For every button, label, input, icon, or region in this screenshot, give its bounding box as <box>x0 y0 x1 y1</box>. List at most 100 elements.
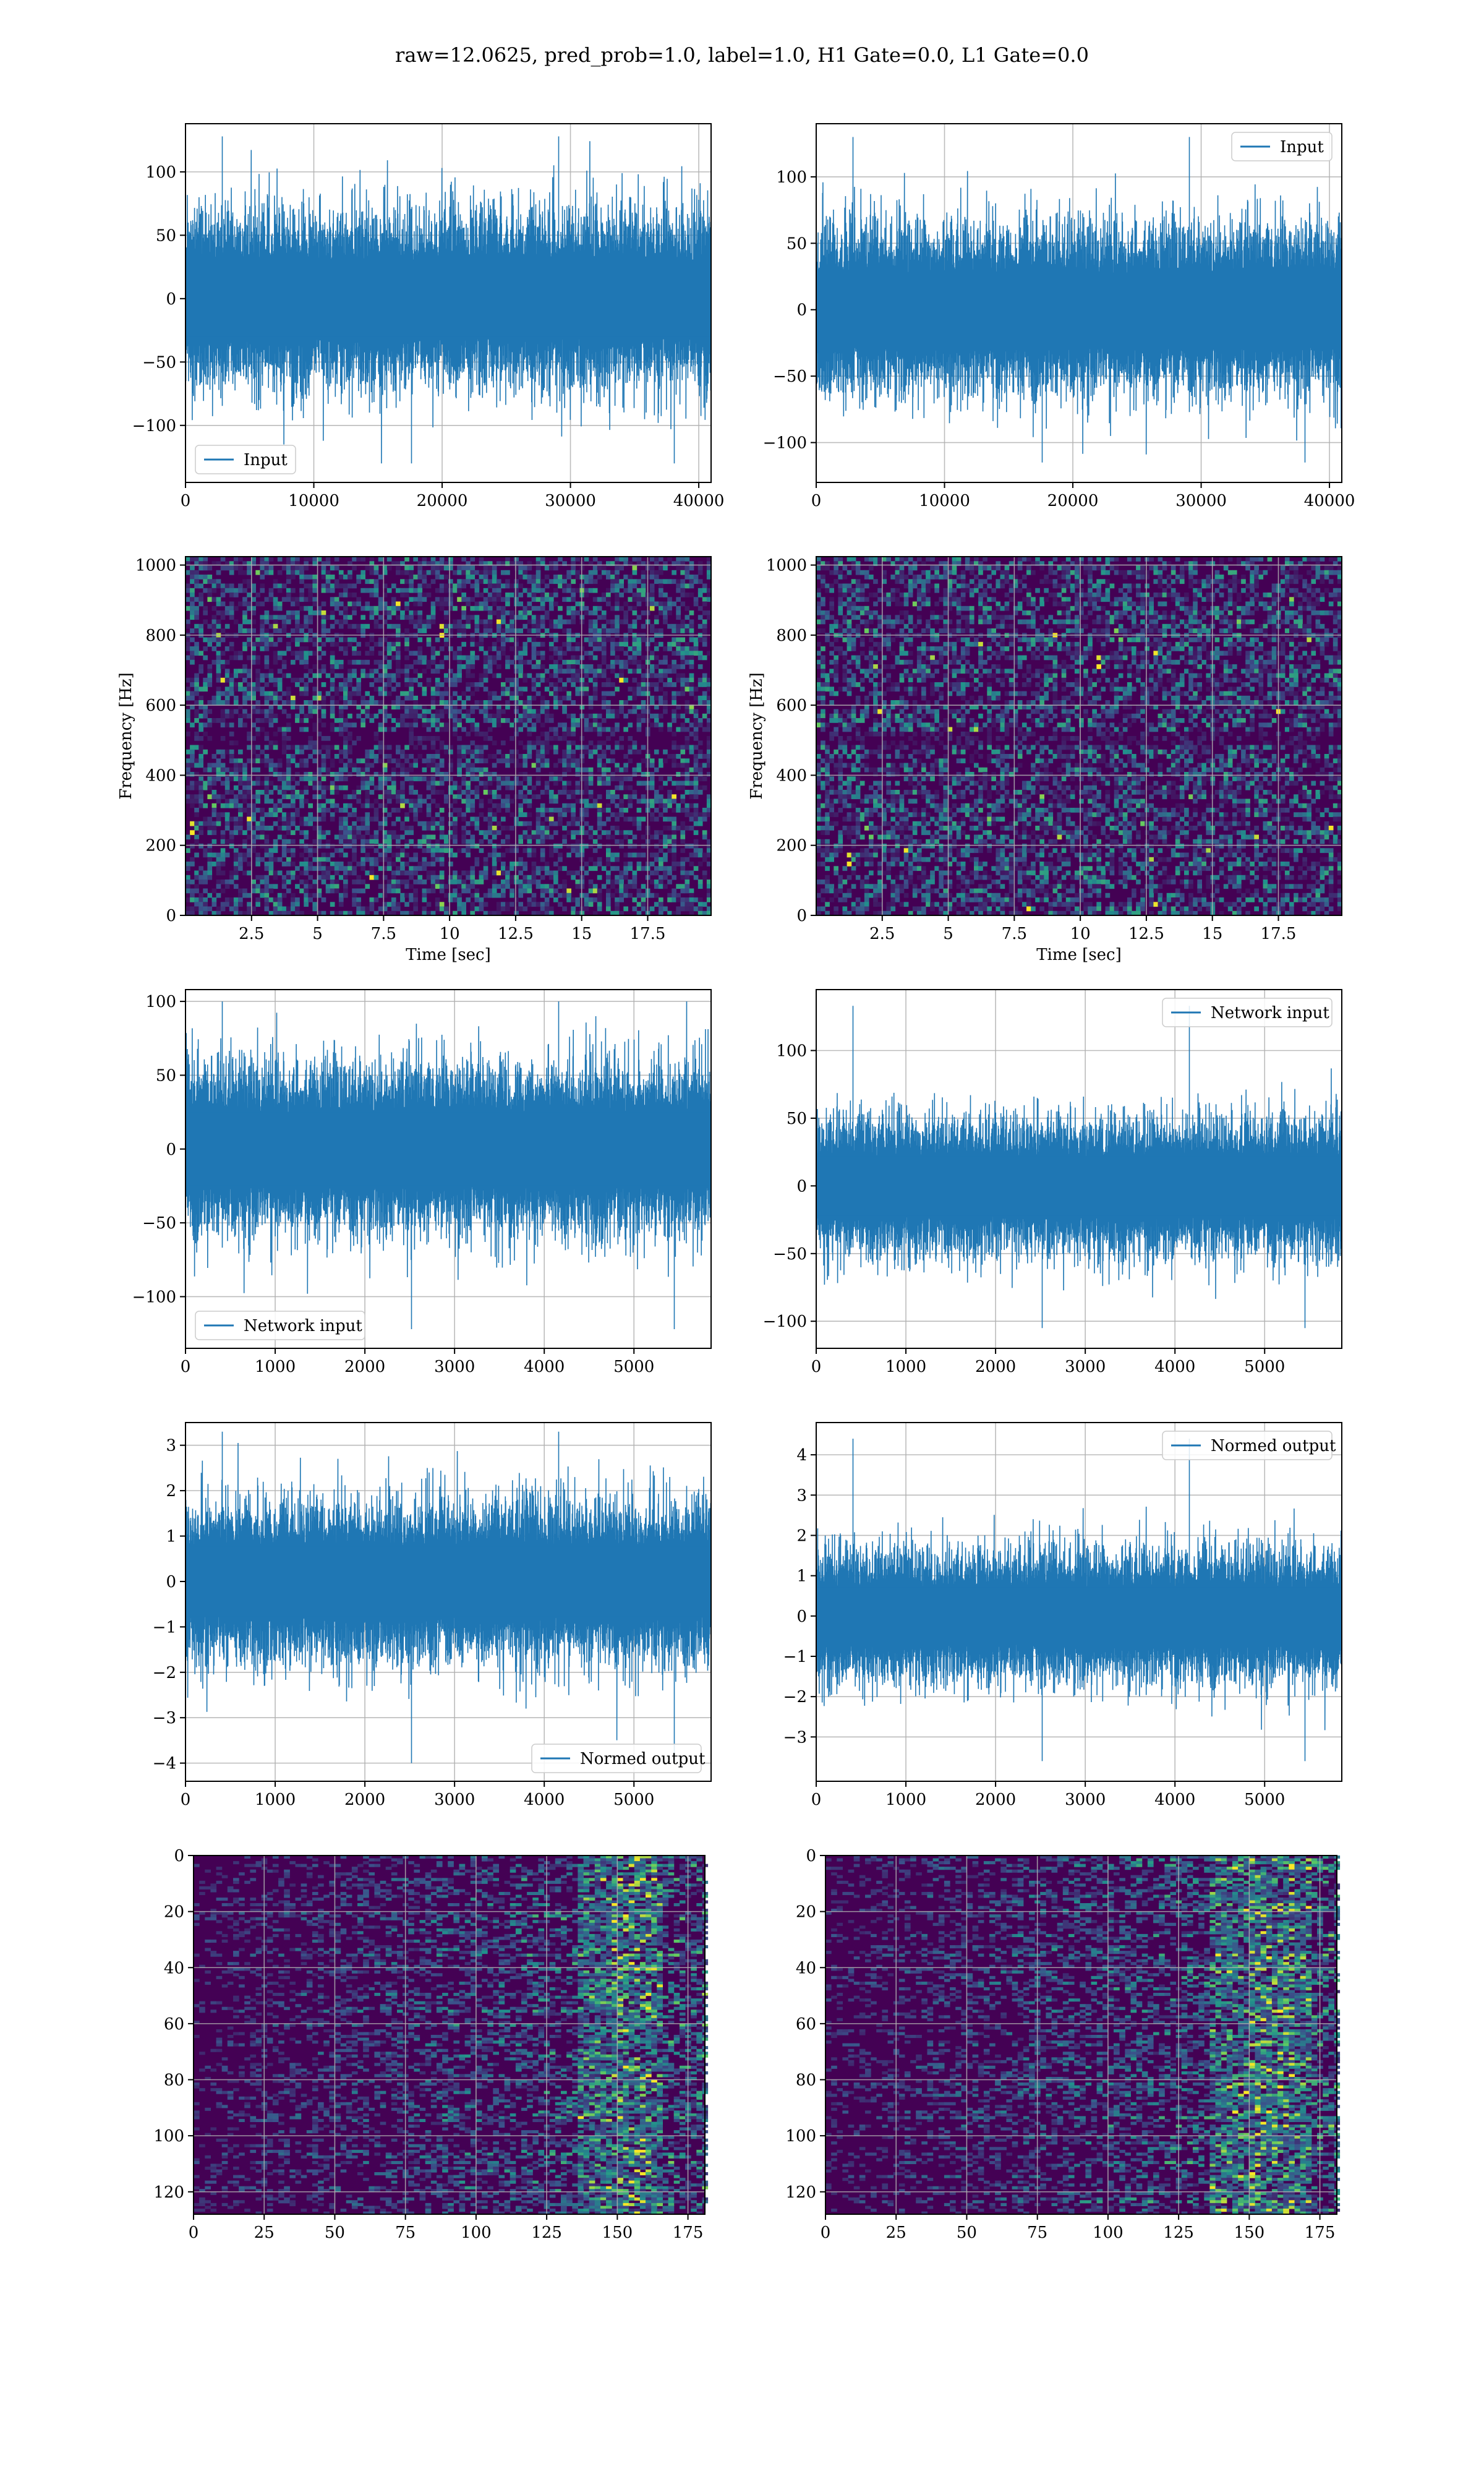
heatmap-cell <box>694 736 699 741</box>
heatmap-cell <box>225 669 230 674</box>
heatmap-cell <box>242 768 247 773</box>
heatmap-cell <box>365 817 370 822</box>
heatmap-cell <box>400 848 405 853</box>
heatmap-cell <box>453 691 458 696</box>
heatmap-cell <box>522 651 527 656</box>
heatmap-cell <box>606 871 611 876</box>
heatmap-cell <box>637 687 642 691</box>
heatmap-cell <box>659 588 663 593</box>
heatmap-cell <box>431 857 436 862</box>
heatmap-cell <box>501 597 506 602</box>
heatmap-cell <box>505 624 510 629</box>
heatmap-cell <box>514 628 519 633</box>
heatmap-cell <box>194 687 199 691</box>
heatmap-cell <box>444 597 449 602</box>
heatmap-cell <box>597 732 602 737</box>
heatmap-cell <box>518 575 523 580</box>
heatmap-cell <box>619 830 624 835</box>
heatmap-cell <box>378 709 383 714</box>
heatmap-cell <box>663 615 668 620</box>
heatmap-cell <box>553 593 558 597</box>
heatmap-cell <box>536 691 541 696</box>
heatmap-cell <box>356 642 361 647</box>
heatmap-cell <box>663 579 668 584</box>
heatmap-cell <box>510 660 514 665</box>
heatmap-cell <box>685 768 690 773</box>
heatmap-cell <box>571 830 576 835</box>
heatmap-cell <box>597 597 602 602</box>
heatmap-cell <box>391 880 396 884</box>
heatmap-cell <box>242 799 247 804</box>
heatmap-cell <box>448 597 453 602</box>
heatmap-cell <box>282 812 287 817</box>
heatmap-cell <box>545 745 550 750</box>
heatmap-cell <box>484 656 488 661</box>
heatmap-cell <box>641 893 646 898</box>
heatmap-cell <box>475 745 480 750</box>
heatmap-cell <box>291 557 296 562</box>
legend-label: Input <box>244 451 288 469</box>
heatmap-cell <box>667 839 672 844</box>
heatmap-cell <box>216 584 221 589</box>
heatmap-cell <box>238 853 243 858</box>
heatmap-cell <box>221 615 226 620</box>
heatmap-cell <box>466 597 471 602</box>
heatmap-cell <box>422 584 427 589</box>
heatmap-cell <box>650 700 655 705</box>
heatmap-cell <box>238 566 243 571</box>
heatmap-cell <box>360 768 365 773</box>
heatmap-cell <box>387 646 392 651</box>
heatmap-cell <box>186 794 190 799</box>
heatmap-cell <box>286 839 291 844</box>
heatmap-cell <box>584 714 589 719</box>
heatmap-cell <box>260 758 265 763</box>
heatmap-cell <box>273 871 278 876</box>
heatmap-cell <box>444 745 449 750</box>
heatmap-cell <box>540 620 545 625</box>
heatmap-cell <box>417 803 422 808</box>
heatmap-cell <box>466 664 471 669</box>
heatmap-cell <box>694 897 699 902</box>
heatmap-cell <box>212 763 217 768</box>
heatmap-cell <box>680 727 685 732</box>
heatmap-cell <box>387 745 392 750</box>
heatmap-cell <box>352 674 357 678</box>
heatmap-cell <box>628 830 633 835</box>
heatmap-cell <box>330 709 335 714</box>
heatmap-cell <box>575 687 580 691</box>
heatmap-cell <box>374 862 379 867</box>
heatmap-cell <box>440 709 445 714</box>
heatmap-cell <box>615 628 620 633</box>
heatmap-cell <box>457 620 462 625</box>
heatmap-cell <box>685 745 690 750</box>
heatmap-cell <box>387 880 392 884</box>
heatmap-cell <box>435 602 440 607</box>
heatmap-cell <box>479 646 484 651</box>
heatmap-cell <box>545 740 550 745</box>
heatmap-cell <box>322 566 326 571</box>
heatmap-cell <box>330 687 335 691</box>
heatmap-cell <box>282 785 287 790</box>
heatmap-cell <box>278 772 283 777</box>
heatmap-cell <box>540 674 545 678</box>
heatmap-cell <box>400 803 405 808</box>
heatmap-cell <box>593 727 598 732</box>
heatmap-cell <box>260 588 265 593</box>
heatmap-cell <box>659 700 663 705</box>
heatmap-cell <box>370 862 375 867</box>
heatmap-cell <box>352 835 357 840</box>
heatmap-cell <box>225 674 230 678</box>
heatmap-cell <box>229 839 234 844</box>
heatmap-cell <box>387 588 392 593</box>
heatmap-cell <box>207 664 212 669</box>
heatmap-cell <box>484 660 488 665</box>
heatmap-cell <box>602 772 607 777</box>
heatmap-cell <box>409 893 414 898</box>
heatmap-cell <box>698 785 703 790</box>
heatmap-cell <box>260 691 265 696</box>
heatmap-cell <box>479 570 484 575</box>
heatmap-cell <box>295 602 300 607</box>
heatmap-cell <box>396 871 401 876</box>
heatmap-cell <box>203 880 208 884</box>
heatmap-cell <box>427 584 432 589</box>
